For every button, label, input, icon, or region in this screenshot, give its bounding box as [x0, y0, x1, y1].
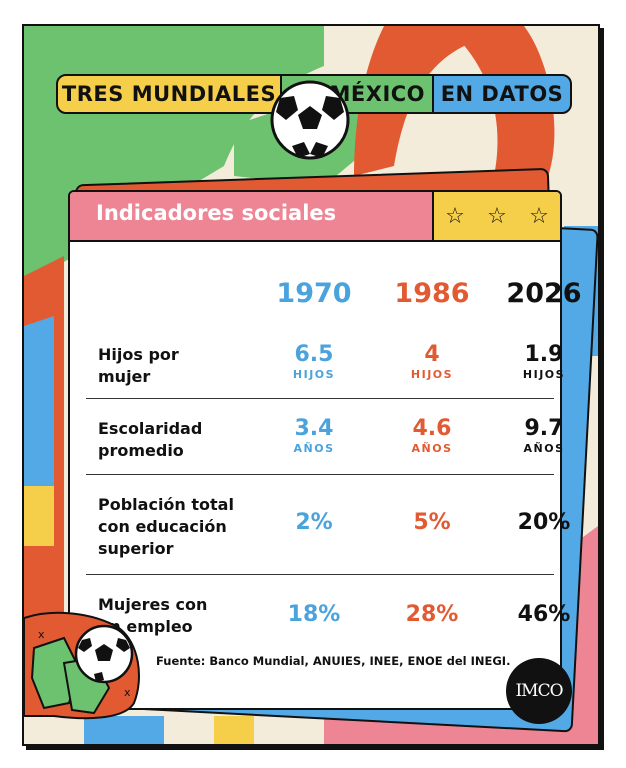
- value-empleo-1970: 18%: [287, 602, 341, 627]
- value-escolaridad-1986: 4.6 AÑOS: [411, 416, 453, 455]
- row-divider: [86, 574, 554, 575]
- row-divider: [86, 474, 554, 475]
- year-1970: 1970: [276, 278, 352, 309]
- row-label-educacion: Población total con educación superior: [98, 495, 234, 558]
- star-icon: ☆: [445, 203, 465, 229]
- row-label-hijos: Hijos por mujer: [98, 345, 179, 386]
- goalkeeper-gloves-icon: x x: [24, 611, 140, 720]
- infographic-poster: TRES MUNDIALES DE MÉXICO EN DATOS Indica…: [22, 24, 600, 746]
- value-educacion-2026: 20%: [517, 510, 571, 535]
- value-educacion-1986: 5%: [413, 510, 451, 535]
- value-empleo-2026: 46%: [517, 602, 571, 627]
- card-header: Indicadores sociales ☆ ☆ ☆: [70, 192, 560, 242]
- svg-text:x: x: [38, 628, 45, 641]
- row-label-escolaridad: Escolaridad promedio: [98, 419, 203, 460]
- soccer-ball-icon: [270, 80, 350, 160]
- value-hijos-1970: 6.5 HIJOS: [292, 342, 336, 381]
- card-heading: Indicadores sociales: [96, 201, 337, 225]
- star-icon: ☆: [529, 203, 549, 229]
- year-1986: 1986: [394, 278, 470, 309]
- title-part-1: TRES MUNDIALES: [56, 74, 282, 114]
- svg-text:x: x: [124, 686, 131, 699]
- value-hijos-2026: 1.9 HIJOS: [522, 342, 566, 381]
- indicators-card: Indicadores sociales ☆ ☆ ☆ 1970 1986 202…: [68, 190, 582, 710]
- imco-logo: IMCO: [506, 658, 572, 724]
- value-escolaridad-2026: 9.7 AÑOS: [523, 416, 565, 455]
- title-part-3: EN DATOS: [432, 74, 572, 114]
- year-2026: 2026: [506, 278, 582, 309]
- value-hijos-1986: 4 HIJOS: [410, 342, 454, 381]
- row-divider: [86, 398, 554, 399]
- value-educacion-1970: 2%: [295, 510, 333, 535]
- star-icon: ☆: [487, 203, 507, 229]
- value-empleo-1986: 28%: [405, 602, 459, 627]
- value-escolaridad-1970: 3.4 AÑOS: [293, 416, 335, 455]
- stars-box: ☆ ☆ ☆: [432, 192, 560, 240]
- source-note: Fuente: Banco Mundial, ANUIES, INEE, ENO…: [156, 654, 511, 668]
